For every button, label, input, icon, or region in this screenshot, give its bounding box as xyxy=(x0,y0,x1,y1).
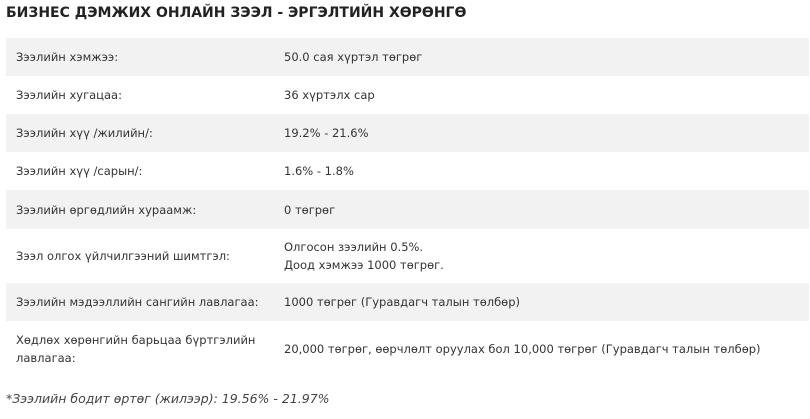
row-value: 0 төгрөг xyxy=(274,190,809,229)
row-label: Зээлийн хэмжээ: xyxy=(6,38,274,76)
row-label: Зээлийн өргөдлийн хураамж: xyxy=(6,190,274,229)
table-row: Хөдлөх хөрөнгийн барьцаа бүртгэлийн лавл… xyxy=(6,321,809,377)
row-label: Хөдлөх хөрөнгийн барьцаа бүртгэлийн лавл… xyxy=(6,321,274,377)
loan-terms-table: Зээлийн хэмжээ: 50.0 сая хүртэл төгрөг З… xyxy=(6,38,809,377)
row-value: Олгосон зээлийн 0.5%. Доод хэмжээ 1000 т… xyxy=(274,229,809,283)
row-label-line: Хөдлөх хөрөнгийн барьцаа бүртгэлийн xyxy=(16,333,256,347)
table-row: Зээлийн хугацаа: 36 хүртэлх сар xyxy=(6,76,809,114)
row-value-line: Олгосон зээлийн 0.5%. xyxy=(284,240,424,254)
row-label: Зээлийн мэдээллийн сангийн лавлагаа: xyxy=(6,283,274,321)
table-row: Зээлийн өргөдлийн хураамж: 0 төгрөг xyxy=(6,190,809,229)
row-value: 50.0 сая хүртэл төгрөг xyxy=(274,38,809,76)
row-value: 36 хүртэлх сар xyxy=(274,76,809,114)
row-label: Зээлийн хүү /жилийн/: xyxy=(6,114,274,152)
table-row: Зээлийн хүү /сарын/: 1.6% - 1.8% xyxy=(6,152,809,190)
row-value: 19.2% - 21.6% xyxy=(274,114,809,152)
row-value: 1.6% - 1.8% xyxy=(274,152,809,190)
table-row: Зээл олгох үйлчилгээний шимтгэл: Олгосон… xyxy=(6,229,809,283)
row-value-line: Доод хэмжээ 1000 төгрөг. xyxy=(284,258,444,272)
table-row: Зээлийн хэмжээ: 50.0 сая хүртэл төгрөг xyxy=(6,38,809,76)
row-value: 20,000 төгрөг, өөрчлөлт оруулах бол 10,0… xyxy=(274,321,809,377)
row-label-line: лавлагаа: xyxy=(16,351,76,365)
page-title: БИЗНЕС ДЭМЖИХ ОНЛАЙН ЗЭЭЛ - ЭРГЭЛТИЙН ХӨ… xyxy=(6,5,467,21)
table-row: Зээлийн мэдээллийн сангийн лавлагаа: 100… xyxy=(6,283,809,321)
row-label: Зээл олгох үйлчилгээний шимтгэл: xyxy=(6,229,274,283)
table-row: Зээлийн хүү /жилийн/: 19.2% - 21.6% xyxy=(6,114,809,152)
row-label: Зээлийн хугацаа: xyxy=(6,76,274,114)
row-value: 1000 төгрөг (Гуравдагч талын төлбөр) xyxy=(274,283,809,321)
row-label: Зээлийн хүү /сарын/: xyxy=(6,152,274,190)
footnote: *Зээлийн бодит өртөг (жилээр): 19.56% - … xyxy=(6,391,330,406)
